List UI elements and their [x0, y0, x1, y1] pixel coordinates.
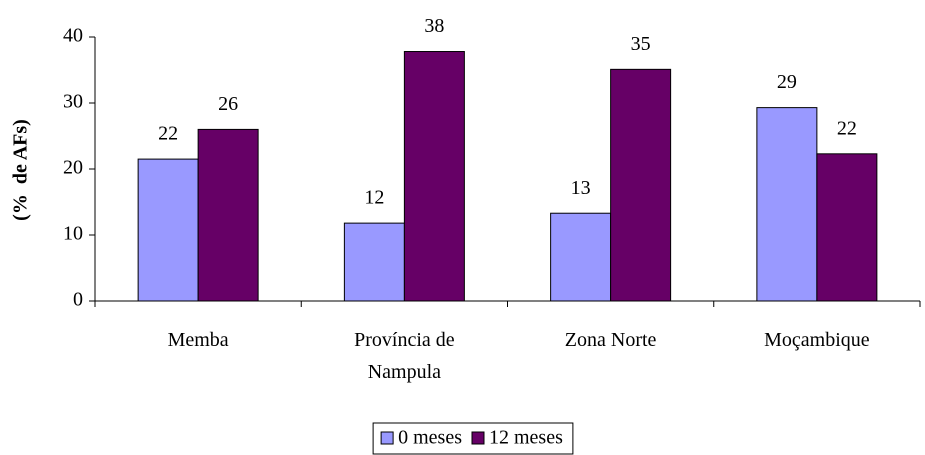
y-tick-label: 0 — [73, 289, 83, 311]
value-label: 26 — [218, 93, 238, 115]
y-tick-label: 30 — [63, 91, 83, 113]
bar — [816, 153, 878, 302]
y-tick-label: 20 — [63, 157, 83, 179]
value-label: 13 — [571, 177, 591, 199]
value-label: 12 — [364, 187, 384, 209]
y-axis-label: (% de AFs) — [10, 119, 32, 221]
x-tick-label: Zona Norte — [565, 329, 657, 351]
x-tick-label: Província de Nampula — [354, 329, 455, 383]
bar — [403, 51, 465, 302]
value-label: 38 — [424, 15, 444, 37]
bar — [756, 107, 818, 302]
x-tick-label: Moçambique — [764, 329, 870, 351]
bar — [550, 212, 612, 302]
bar — [197, 128, 259, 302]
legend: 0 meses 12 meses — [372, 422, 574, 455]
y-tick-label: 40 — [63, 25, 83, 47]
bar — [137, 158, 199, 302]
y-tick-label: 10 — [63, 223, 83, 245]
value-label: 29 — [777, 71, 797, 93]
legend-label: 0 meses — [398, 427, 462, 449]
value-label: 22 — [837, 117, 857, 139]
bar — [610, 68, 672, 302]
legend-swatch — [471, 431, 485, 445]
value-label: 22 — [158, 123, 178, 145]
legend-label: 12 meses — [489, 427, 563, 449]
value-label: 35 — [631, 33, 651, 55]
x-tick-label: Memba — [168, 329, 229, 351]
legend-swatch — [380, 431, 394, 445]
bar — [343, 222, 405, 302]
